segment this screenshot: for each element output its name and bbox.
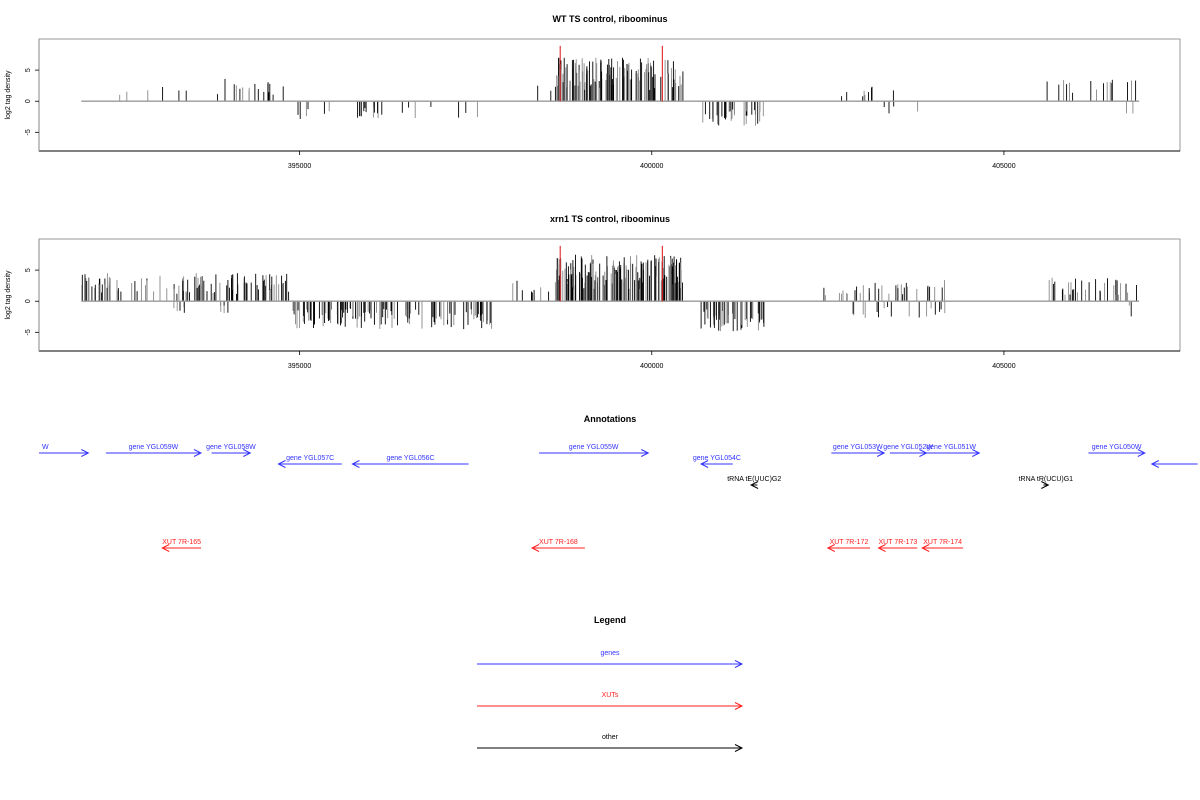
- feature-label: XUT 7R-165: [162, 539, 201, 546]
- annotations-title: Annotations: [584, 414, 637, 424]
- y-ticks: -5 0 5: [25, 68, 39, 135]
- gene-feature[interactable]: gene YGL059W: [105, 444, 203, 457]
- y-tick-label: -5: [25, 329, 32, 335]
- arrowhead-icon: [734, 660, 744, 668]
- x-ticks: 395000 400000 405000: [288, 151, 1016, 170]
- feature-label: gene YGL056C: [386, 455, 434, 462]
- x-tick-label: 405000: [992, 363, 1015, 370]
- track-panel-xrn1: xrn1 TS control, riboominus log2 tag den…: [5, 214, 1181, 370]
- xut-feature[interactable]: XUT 7R-165: [161, 539, 201, 552]
- feature-label: gene YGL051W: [926, 444, 976, 451]
- feature-label: gene YGL058W: [206, 444, 256, 451]
- gene-feature[interactable]: gene YGL057C: [277, 455, 342, 468]
- feature-label: gene YGL054C: [693, 455, 741, 462]
- y-ticks: -5 0 5: [25, 268, 39, 335]
- feature-label: gene YGL057C: [286, 455, 334, 462]
- arrowhead-icon: [734, 744, 744, 752]
- legend-label: other: [602, 734, 619, 741]
- x-tick-label: 400000: [640, 363, 663, 370]
- panel-title: WT TS control, riboominus: [553, 14, 668, 24]
- gene-feature[interactable]: gene YGL058W: [206, 444, 256, 457]
- y-axis-label: log2 tag density: [5, 270, 12, 320]
- arrowhead-icon: [921, 544, 930, 552]
- gene-feature[interactable]: gene YGL056C: [351, 455, 469, 468]
- arrowhead-icon: [826, 544, 836, 552]
- arrowhead-icon: [1137, 449, 1146, 457]
- feature-label: gene YGL055W: [569, 444, 619, 451]
- legend-item-other[interactable]: other: [477, 734, 744, 752]
- x-tick-label: 405000: [992, 163, 1015, 170]
- legend-items: genes XUTs other: [477, 650, 744, 752]
- y-tick-label: 5: [25, 268, 32, 272]
- xut-feature[interactable]: XUT 7R-168: [530, 539, 585, 552]
- arrowhead-icon: [972, 449, 981, 457]
- arrowhead-icon: [243, 449, 252, 457]
- bar-layer: [81, 45, 1140, 126]
- legend-item-xut[interactable]: XUTs: [477, 692, 744, 710]
- legend-title: Legend: [594, 615, 626, 625]
- y-tick-label: 5: [25, 68, 32, 72]
- gene-feature[interactable]: gene YGL054C: [693, 455, 741, 468]
- xut-feature[interactable]: XUT 7R-173: [877, 539, 918, 552]
- arrowhead-icon: [1041, 481, 1050, 489]
- y-tick-label: 0: [25, 99, 32, 103]
- arrowhead-icon: [277, 460, 286, 468]
- legend-label: genes: [600, 650, 620, 657]
- gene-feature[interactable]: W: [39, 444, 90, 457]
- gene-feature[interactable]: gene YGL055W: [539, 444, 650, 457]
- arrowhead-icon: [734, 702, 744, 710]
- gene-feature[interactable]: gene YGL051W: [922, 444, 981, 457]
- arrowhead-icon: [699, 460, 709, 468]
- arrowhead-icon: [876, 449, 886, 457]
- bar-layer: [81, 245, 1140, 332]
- arrowhead-icon: [193, 449, 203, 457]
- feature-label: gene YGL059W: [129, 444, 179, 451]
- arrowhead-icon: [351, 460, 360, 468]
- x-tick-label: 400000: [640, 163, 663, 170]
- gene-feature[interactable]: gene YGL050W: [1088, 444, 1146, 457]
- feature-label: tRNA tE(UUC)G2: [727, 476, 781, 483]
- xut-feature[interactable]: XUT 7R-172: [826, 539, 871, 552]
- gene-feature[interactable]: [1150, 460, 1198, 468]
- feature-label: XUT 7R-173: [879, 539, 918, 546]
- arrowhead-icon: [877, 544, 886, 552]
- feature-label: XUT 7R-174: [923, 539, 962, 546]
- legend: Legend genes XUTs other: [477, 615, 744, 752]
- other-feature[interactable]: tRNA tR(UCU)G1: [1019, 476, 1074, 489]
- xut-feature[interactable]: XUT 7R-174: [921, 539, 964, 552]
- x-tick-label: 395000: [288, 363, 311, 370]
- gene-feature[interactable]: gene YGL053W: [831, 444, 886, 457]
- y-tick-label: 0: [25, 299, 32, 303]
- arrowhead-icon: [161, 544, 170, 552]
- arrowhead-icon: [1150, 460, 1160, 468]
- y-tick-label: -5: [25, 129, 32, 135]
- other-feature[interactable]: tRNA tE(UUC)G2: [727, 476, 781, 489]
- arrowhead-icon: [530, 544, 540, 552]
- panel-title: xrn1 TS control, riboominus: [550, 214, 670, 224]
- arrowhead-icon: [81, 449, 90, 457]
- arrowhead-icon: [749, 481, 759, 489]
- feature-label: XUT 7R-168: [539, 539, 578, 546]
- feature-label: gene YGL050W: [1092, 444, 1142, 451]
- x-ticks: 395000 400000 405000: [288, 351, 1016, 370]
- x-tick-label: 395000: [288, 163, 311, 170]
- feature-label: gene YGL053W: [833, 444, 883, 451]
- legend-item-gene[interactable]: genes: [477, 650, 744, 668]
- track-panel-wt: WT TS control, riboominus log2 tag densi…: [5, 14, 1181, 170]
- arrowhead-icon: [641, 449, 650, 457]
- y-axis-label: log2 tag density: [5, 70, 12, 120]
- feature-label: tRNA tR(UCU)G1: [1019, 476, 1074, 483]
- feature-label: gene YGL052W: [883, 444, 933, 451]
- feature-label: XUT 7R-172: [830, 539, 869, 546]
- legend-label: XUTs: [602, 692, 619, 699]
- feature-label: W: [42, 444, 49, 451]
- plot-frame: [38, 238, 1181, 352]
